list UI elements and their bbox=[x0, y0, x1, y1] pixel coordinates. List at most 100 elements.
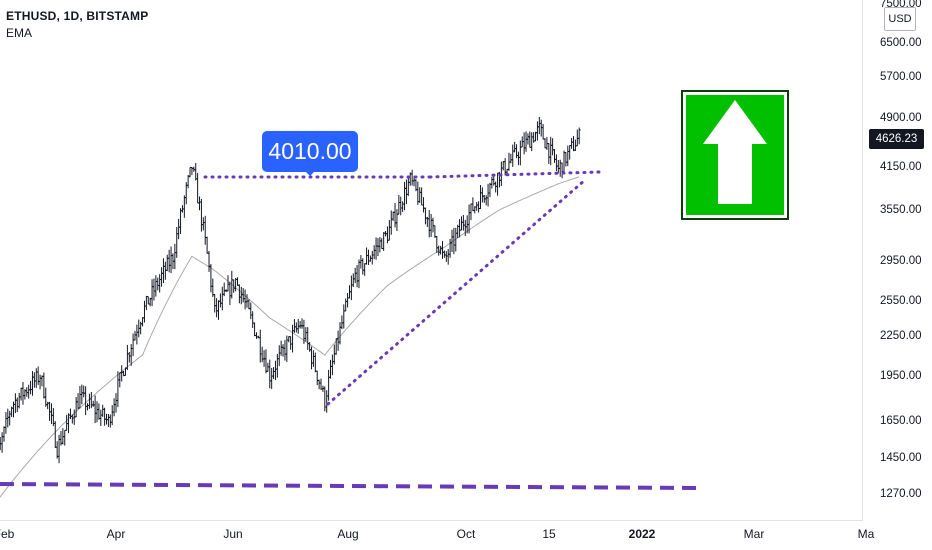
ohlc-bar bbox=[355, 265, 359, 288]
time-tick: Jun bbox=[223, 527, 243, 541]
ohlc-bar bbox=[513, 141, 517, 153]
ohlc-bar bbox=[511, 144, 515, 167]
ohlc-bar bbox=[366, 249, 370, 266]
ohlc-bar bbox=[258, 329, 262, 363]
ohlc-bar bbox=[291, 324, 295, 353]
ohlc-bar bbox=[537, 117, 541, 135]
price-tick: 6500.00 bbox=[880, 37, 922, 49]
ohlc-bar bbox=[308, 342, 312, 352]
ohlc-bar bbox=[281, 344, 285, 357]
time-tick: Oct bbox=[456, 527, 476, 541]
ohlc-bar bbox=[478, 184, 482, 210]
time-axis-divider bbox=[0, 520, 862, 521]
ohlc-bar bbox=[311, 350, 315, 367]
ohlc-bar bbox=[108, 414, 112, 428]
ohlc-bar bbox=[560, 162, 564, 179]
ohlc-bar bbox=[277, 345, 281, 367]
ohlc-bar bbox=[323, 386, 327, 412]
ohlc-bar bbox=[0, 432, 4, 453]
price-tick: 1270.00 bbox=[880, 488, 922, 500]
ohlc-bar bbox=[270, 367, 274, 389]
ohlc-bar bbox=[382, 232, 386, 251]
ohlc-bar bbox=[359, 255, 363, 269]
resistance-label-pointer bbox=[304, 170, 316, 176]
ohlc-bar bbox=[237, 284, 241, 304]
ohlc-bar bbox=[272, 367, 276, 380]
ohlc-bar bbox=[152, 278, 156, 301]
bullish-arrow-sign[interactable] bbox=[681, 90, 789, 220]
ohlc-bar bbox=[378, 237, 382, 253]
ohlc-bar bbox=[558, 159, 562, 177]
ohlc-bar bbox=[99, 409, 103, 426]
ohlc-bar bbox=[494, 181, 498, 193]
ohlc-bar bbox=[186, 175, 190, 189]
ohlc-bar bbox=[365, 247, 369, 265]
ohlc-bar bbox=[135, 324, 139, 345]
ohlc-bar bbox=[294, 322, 298, 333]
ohlc-bar bbox=[120, 365, 124, 382]
ohlc-bar bbox=[253, 322, 257, 337]
ohlc-bar bbox=[44, 387, 48, 407]
ohlc-bar bbox=[110, 405, 114, 426]
ohlc-bar bbox=[477, 201, 481, 213]
ohlc-bar bbox=[515, 144, 519, 159]
ohlc-bar bbox=[573, 139, 577, 151]
ohlc-bar bbox=[404, 179, 408, 205]
ohlc-bar bbox=[420, 187, 424, 206]
time-tick: Mar bbox=[743, 527, 765, 541]
ohlc-bar bbox=[38, 374, 42, 390]
ohlc-bar bbox=[226, 275, 230, 292]
ohlc-bar bbox=[376, 238, 380, 256]
ohlc-bar bbox=[501, 161, 505, 171]
ohlc-bar bbox=[97, 403, 101, 420]
ohlc-bar bbox=[310, 346, 314, 370]
ohlc-bar bbox=[27, 384, 31, 399]
ohlc-bar bbox=[361, 258, 365, 275]
ohlc-bar bbox=[556, 159, 560, 174]
ohlc-bar bbox=[496, 172, 500, 196]
ohlc-bar bbox=[103, 407, 107, 426]
symbol-title[interactable]: ETHUSD, 1D, BITSTAMP bbox=[6, 9, 149, 23]
price-chart[interactable] bbox=[0, 0, 862, 520]
ema-line bbox=[0, 176, 580, 498]
ohlc-bar bbox=[338, 322, 342, 345]
ohlc-bar bbox=[65, 414, 69, 431]
ohlc-bar bbox=[142, 300, 146, 323]
time-tick: 15 bbox=[542, 527, 556, 541]
ohlc-bar bbox=[372, 245, 376, 260]
ohlc-bar bbox=[535, 121, 539, 141]
ohlc-bar bbox=[441, 241, 445, 259]
ohlc-bar bbox=[114, 393, 118, 413]
resistance-price-label[interactable]: 4010.00 bbox=[262, 131, 358, 172]
ohlc-bar bbox=[76, 393, 80, 410]
ohlc-bar bbox=[222, 282, 226, 297]
ohlc-bar bbox=[30, 371, 34, 396]
time-tick: Ma bbox=[857, 527, 875, 541]
ohlc-bar bbox=[34, 368, 38, 388]
ohlc-bar bbox=[74, 397, 78, 418]
ohlc-bar bbox=[292, 319, 296, 333]
ohlc-bar bbox=[13, 393, 17, 414]
ohlc-bar bbox=[254, 332, 258, 339]
ohlc-bar bbox=[340, 315, 344, 330]
ohlc-bar bbox=[127, 351, 131, 363]
currency-selector[interactable]: USD bbox=[884, 7, 916, 31]
ohlc-bar bbox=[298, 320, 302, 329]
ohlc-bar bbox=[82, 385, 86, 398]
ohlc-bar bbox=[422, 197, 426, 213]
ohlc-bar bbox=[336, 330, 340, 351]
ohlc-bar bbox=[239, 286, 243, 305]
ohlc-bar bbox=[442, 250, 446, 258]
ohlc-bar bbox=[112, 398, 116, 417]
resistance-line-extension bbox=[428, 170, 602, 179]
indicator-legend[interactable]: EMA bbox=[6, 26, 33, 40]
ohlc-bar bbox=[486, 183, 490, 207]
ohlc-bar bbox=[93, 395, 97, 424]
ohlc-bar bbox=[158, 274, 162, 293]
time-tick: Aug bbox=[337, 527, 359, 541]
ohlc-bar bbox=[570, 137, 574, 149]
ohlc-bar bbox=[518, 140, 522, 166]
ohlc-bar bbox=[566, 145, 570, 167]
ohlc-bar bbox=[346, 293, 350, 308]
ohlc-bar bbox=[351, 273, 355, 288]
